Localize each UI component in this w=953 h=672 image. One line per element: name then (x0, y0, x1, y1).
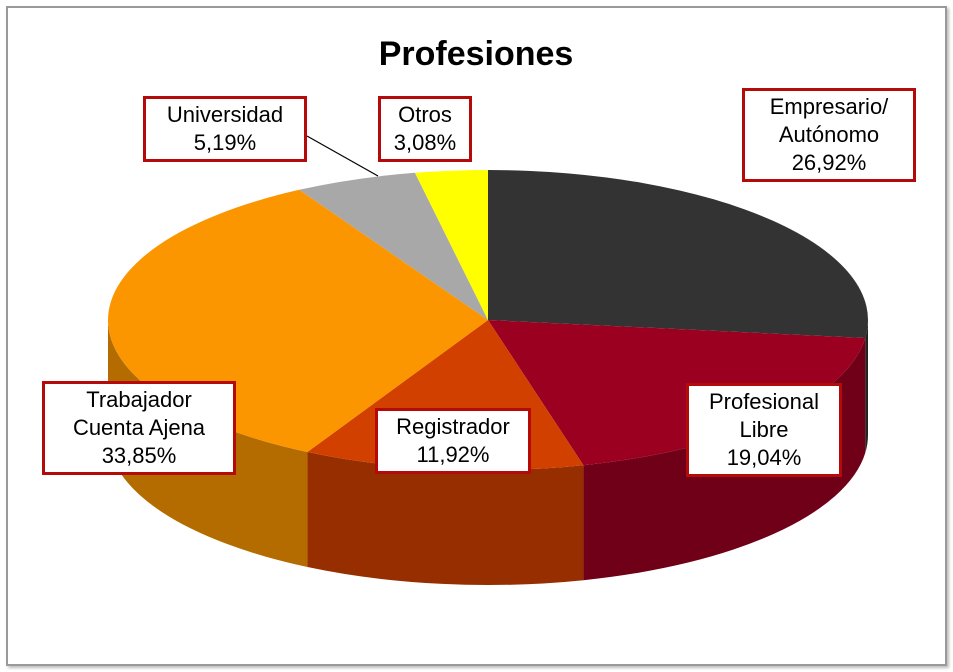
category-label: Otros (398, 102, 452, 127)
data-label: Registrador 11,92% (375, 408, 531, 474)
category-label: Profesional Libre (708, 389, 820, 442)
value-label: 33,85% (101, 443, 177, 468)
slice (488, 320, 866, 466)
data-label: Profesional Libre 19,04% (686, 383, 842, 477)
data-label: Trabajador Cuenta Ajena 33,85% (42, 381, 236, 475)
category-label: Universidad (166, 102, 284, 127)
slice (488, 170, 869, 339)
data-label: Otros 3,08% (378, 96, 472, 162)
category-label: Empresario/ Autónomo (769, 94, 889, 147)
slice-side (307, 451, 584, 585)
value-label: 5,19% (193, 130, 257, 155)
slice (414, 170, 488, 320)
category-label: Registrador (396, 414, 510, 439)
data-label: Universidad 5,19% (143, 96, 307, 162)
category-label: Trabajador Cuenta Ajena (72, 387, 206, 440)
slice (299, 172, 488, 320)
slice-side (865, 320, 868, 454)
value-label: 3,08% (393, 130, 457, 155)
chart-title: Profesiones (379, 35, 574, 73)
value-label: 19,04% (726, 445, 802, 470)
value-label: 26,92% (791, 150, 867, 175)
leader-line (306, 135, 379, 177)
value-label: 11,92% (416, 442, 490, 467)
data-label: Empresario/ Autónomo 26,92% (742, 88, 916, 182)
